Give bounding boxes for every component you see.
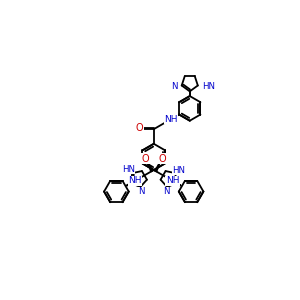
Text: N: N <box>138 187 145 196</box>
Text: N: N <box>163 187 169 196</box>
Text: N: N <box>171 82 177 91</box>
Text: NH: NH <box>166 176 179 185</box>
Text: O: O <box>136 123 143 134</box>
Text: HN: HN <box>122 165 135 174</box>
Text: NH: NH <box>128 176 142 185</box>
Text: O: O <box>142 154 149 164</box>
Text: NH: NH <box>164 115 178 124</box>
Text: HN: HN <box>172 166 185 175</box>
Text: O: O <box>158 154 166 164</box>
Text: HN: HN <box>202 82 215 91</box>
